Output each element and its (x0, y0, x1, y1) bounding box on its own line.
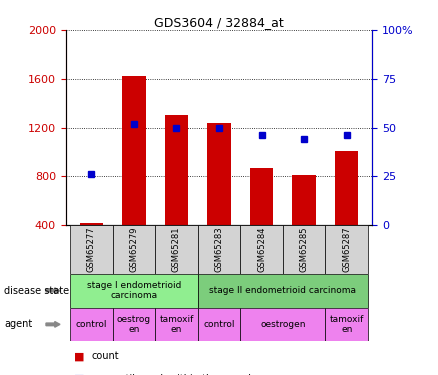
Bar (113, 225, 155, 274)
Text: agent: agent (4, 320, 32, 329)
Title: GDS3604 / 32884_at: GDS3604 / 32884_at (154, 16, 284, 29)
Text: tamoxif
en: tamoxif en (159, 315, 194, 334)
Text: oestrog
en: oestrog en (117, 315, 151, 334)
Bar (240, 225, 283, 274)
Text: GSM65285: GSM65285 (300, 226, 309, 272)
Bar (155, 308, 198, 341)
Bar (165, 116, 188, 274)
Bar (70, 308, 113, 341)
Text: ■: ■ (74, 374, 85, 375)
Bar (325, 225, 368, 274)
Bar (80, 223, 103, 274)
Text: GSM65287: GSM65287 (342, 226, 351, 272)
Bar (250, 168, 273, 274)
Bar (198, 308, 240, 341)
Text: GSM65277: GSM65277 (87, 226, 96, 272)
Bar (335, 151, 358, 274)
Bar (70, 274, 198, 308)
Text: stage I endometrioid
carcinoma: stage I endometrioid carcinoma (87, 281, 181, 300)
Text: GSM65284: GSM65284 (257, 226, 266, 272)
Text: ■: ■ (74, 351, 85, 361)
Bar (113, 308, 155, 341)
Bar (70, 225, 113, 274)
Text: count: count (92, 351, 120, 361)
Bar (240, 308, 325, 341)
Bar (207, 123, 231, 274)
Text: GSM65283: GSM65283 (215, 226, 223, 272)
Text: control: control (203, 320, 235, 329)
Bar (198, 225, 240, 274)
Bar (293, 175, 316, 274)
Bar (155, 225, 198, 274)
Text: control: control (75, 320, 107, 329)
Text: disease state: disease state (4, 286, 70, 296)
Text: GSM65281: GSM65281 (172, 226, 181, 272)
Bar (122, 76, 145, 274)
Bar (325, 308, 368, 341)
Text: oestrogen: oestrogen (260, 320, 306, 329)
Bar (198, 274, 368, 308)
Text: GSM65279: GSM65279 (129, 226, 138, 272)
Bar (283, 225, 325, 274)
Text: stage II endometrioid carcinoma: stage II endometrioid carcinoma (209, 286, 357, 295)
Text: tamoxif
en: tamoxif en (329, 315, 364, 334)
Text: percentile rank within the sample: percentile rank within the sample (92, 374, 257, 375)
